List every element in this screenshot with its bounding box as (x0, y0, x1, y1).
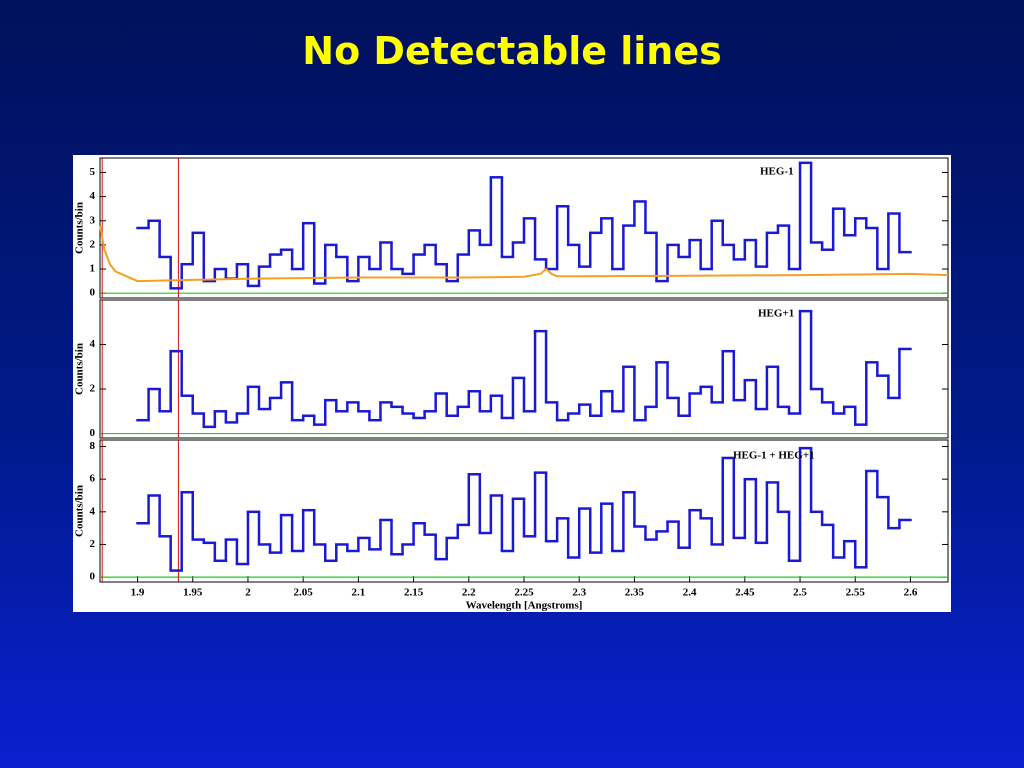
x-tick-label: 2 (245, 587, 251, 599)
y-tick-label: 4 (90, 505, 96, 517)
y-tick-label: 4 (90, 338, 96, 350)
x-tick-label: 2.3 (572, 587, 586, 599)
y-tick-label: 6 (90, 473, 96, 485)
x-tick-label: 2.5 (793, 587, 807, 599)
y-axis-label: Counts/bin (74, 202, 86, 254)
x-tick-label: 2.6 (904, 587, 918, 599)
x-tick-label: 1.95 (183, 587, 203, 599)
panel-annotation: HEG-1 + HEG+1 (733, 450, 815, 462)
x-tick-label: 2.45 (735, 587, 755, 599)
y-tick-label: 1 (90, 263, 96, 275)
plot-frame (99, 299, 949, 439)
x-tick-label: 2.55 (846, 587, 866, 599)
y-tick-label: 2 (90, 538, 96, 550)
y-axis-label: Counts/bin (74, 485, 86, 537)
x-tick-label: 1.9 (131, 587, 145, 599)
y-tick-label: 0 (90, 571, 96, 583)
x-tick-label: 2.1 (352, 587, 366, 599)
x-tick-label: 2.2 (462, 587, 476, 599)
y-axis-label: Counts/bin (74, 343, 86, 395)
x-tick-label: 2.05 (294, 587, 314, 599)
y-tick-label: 3 (90, 214, 96, 226)
y-tick-label: 8 (90, 440, 96, 452)
y-tick-label: 4 (90, 190, 96, 202)
panel-annotation: HEG-1 (760, 166, 794, 178)
x-tick-label: 2.4 (683, 587, 697, 599)
x-tick-label: 2.15 (404, 587, 424, 599)
slide-title: No Detectable lines (302, 29, 721, 73)
y-tick-label: 0 (90, 287, 96, 299)
x-tick-label: 2.35 (625, 587, 645, 599)
panel-annotation: HEG+1 (758, 308, 794, 320)
y-tick-label: 0 (90, 427, 96, 439)
x-axis-label: Wavelength [Angstroms] (466, 600, 583, 612)
y-tick-label: 5 (90, 166, 96, 178)
model-line (99, 225, 949, 283)
y-tick-label: 2 (90, 238, 96, 250)
x-tick-label: 2.25 (514, 587, 534, 599)
y-tick-label: 2 (90, 383, 96, 395)
